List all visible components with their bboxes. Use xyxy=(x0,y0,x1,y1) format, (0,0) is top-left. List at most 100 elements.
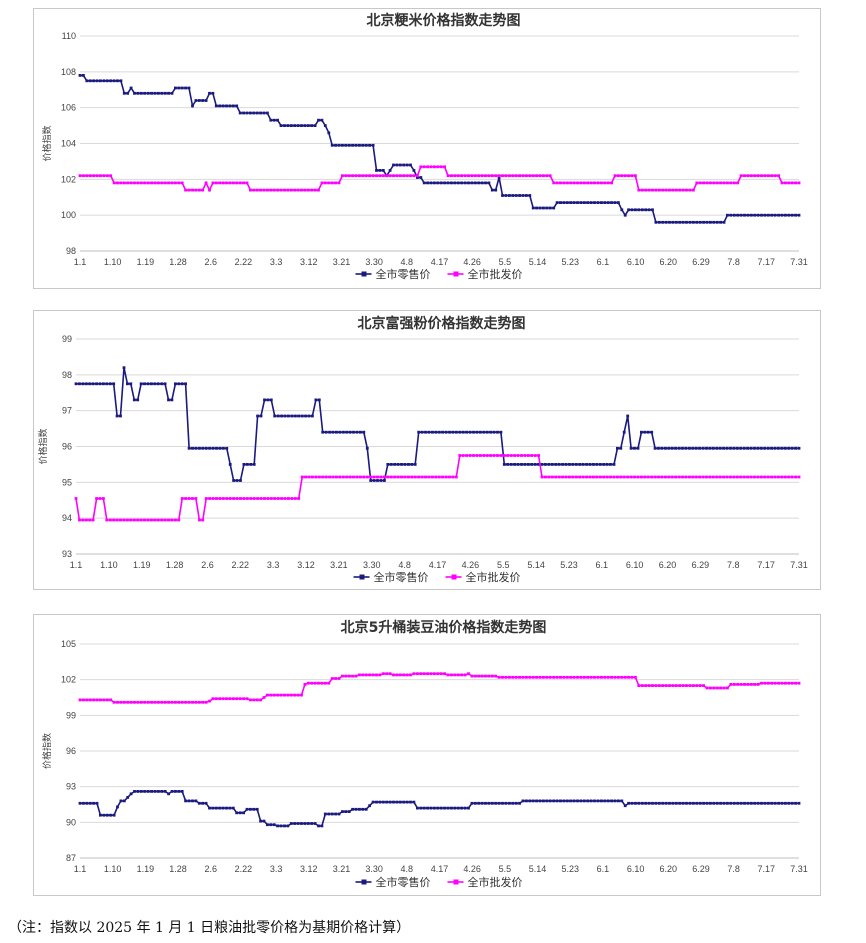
data-point xyxy=(381,800,385,804)
data-point xyxy=(122,518,126,522)
x-tick-label: 6.10 xyxy=(627,864,645,874)
data-point xyxy=(245,807,249,811)
data-point xyxy=(293,693,297,697)
data-point xyxy=(633,475,636,479)
x-tick-label: 2.22 xyxy=(232,560,250,570)
data-point xyxy=(184,86,187,90)
data-point xyxy=(456,174,460,178)
data-point xyxy=(596,201,600,204)
data-point xyxy=(552,206,556,210)
legend-label: 全市批发价 xyxy=(466,570,521,584)
data-point xyxy=(576,181,579,185)
data-point xyxy=(695,684,699,687)
data-point xyxy=(692,684,695,687)
data-point xyxy=(358,807,361,811)
data-point xyxy=(646,430,650,434)
data-point xyxy=(392,673,395,677)
data-point xyxy=(405,163,409,167)
data-point xyxy=(780,446,784,450)
data-point xyxy=(434,475,438,479)
data-point xyxy=(644,188,648,192)
data-point xyxy=(572,675,576,679)
data-point xyxy=(521,174,525,178)
data-point xyxy=(98,497,102,500)
data-point xyxy=(211,446,215,450)
data-point xyxy=(232,479,235,482)
data-point xyxy=(424,430,427,434)
y-axis-label: 价格指数 xyxy=(41,125,53,161)
data-point xyxy=(99,813,102,817)
data-point xyxy=(252,698,256,702)
data-point xyxy=(538,174,542,178)
data-point xyxy=(431,475,434,479)
data-point xyxy=(235,697,239,701)
data-point xyxy=(725,475,729,479)
data-point xyxy=(426,806,429,810)
data-point xyxy=(129,792,133,796)
data-point xyxy=(530,454,534,457)
data-point xyxy=(763,681,767,685)
data-point xyxy=(95,698,99,702)
data-point xyxy=(112,518,116,522)
data-point xyxy=(303,124,307,127)
data-point xyxy=(561,475,564,479)
data-point xyxy=(612,475,616,479)
x-tick-label: 1.19 xyxy=(137,257,155,267)
data-point xyxy=(252,463,256,466)
data-point xyxy=(187,497,191,500)
data-point xyxy=(335,475,338,479)
data-point xyxy=(654,801,658,805)
x-tick-label: 7.31 xyxy=(790,864,808,874)
data-point xyxy=(218,806,222,810)
data-point xyxy=(74,497,78,500)
data-point xyxy=(341,174,344,178)
data-point xyxy=(492,430,496,434)
data-point xyxy=(535,206,538,210)
data-point xyxy=(345,475,349,479)
data-point xyxy=(719,801,722,805)
data-point xyxy=(351,674,354,678)
x-tick-label: 5.14 xyxy=(529,257,547,267)
data-point xyxy=(596,675,600,679)
data-point xyxy=(509,454,513,457)
data-point xyxy=(739,683,743,686)
data-point xyxy=(283,124,286,127)
data-point xyxy=(180,790,184,793)
x-tick-label: 4.17 xyxy=(429,560,447,570)
data-point xyxy=(276,497,280,500)
data-point xyxy=(122,366,126,370)
x-tick-label: 6.1 xyxy=(597,864,610,874)
data-point xyxy=(620,675,624,679)
data-point xyxy=(725,446,729,450)
data-point xyxy=(235,497,239,500)
data-point xyxy=(412,169,416,172)
data-point xyxy=(759,446,763,450)
data-point xyxy=(443,181,446,185)
data-point xyxy=(657,475,660,479)
data-point xyxy=(456,806,460,810)
data-point xyxy=(746,683,750,686)
data-point xyxy=(289,822,293,825)
legend-label: 全市批发价 xyxy=(468,267,523,281)
data-point xyxy=(115,414,119,418)
data-point xyxy=(328,430,331,434)
data-point xyxy=(490,674,494,678)
data-point xyxy=(320,118,324,122)
data-point xyxy=(347,143,351,147)
data-point xyxy=(434,430,438,434)
data-point xyxy=(600,799,603,803)
data-point xyxy=(108,382,112,386)
data-point xyxy=(531,675,535,679)
data-point xyxy=(337,181,341,185)
data-point xyxy=(562,675,566,679)
data-point xyxy=(78,174,82,178)
data-point xyxy=(684,475,688,479)
data-point xyxy=(565,181,569,185)
data-point xyxy=(477,181,481,185)
data-point xyxy=(191,188,194,192)
data-point xyxy=(239,497,242,500)
data-point xyxy=(85,79,89,83)
data-point xyxy=(344,174,348,178)
data-point xyxy=(484,181,487,185)
data-point xyxy=(691,446,695,450)
